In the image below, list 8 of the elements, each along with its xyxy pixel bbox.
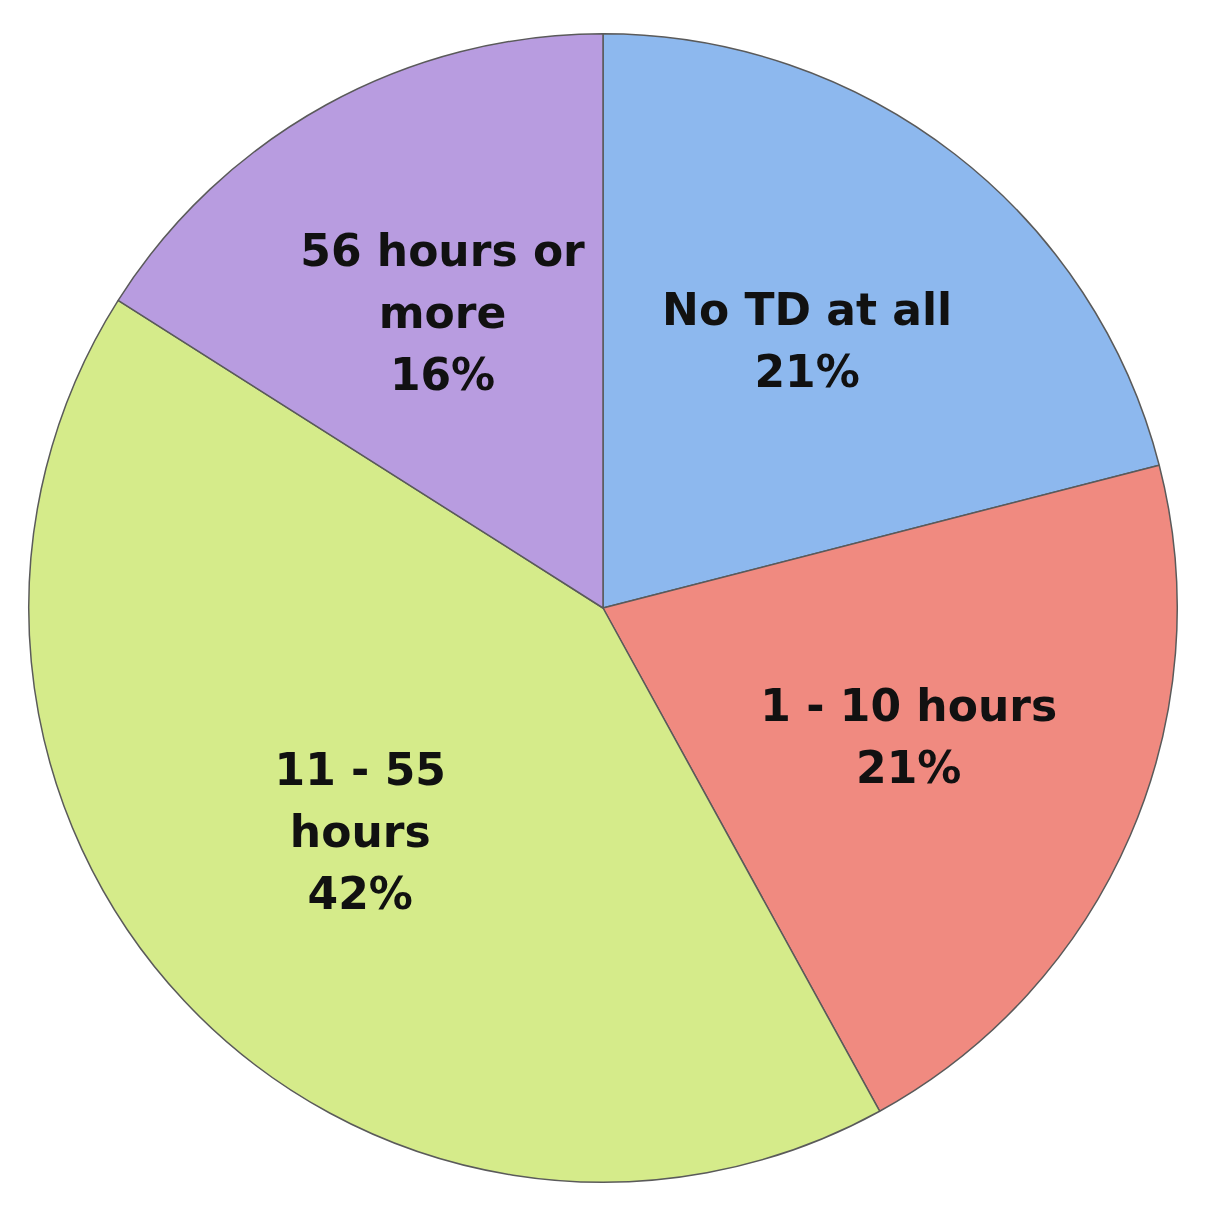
slice-label: 1 - 10 hours	[760, 679, 1058, 731]
data-label: 42%	[307, 868, 413, 920]
slice-label: No TD at all	[662, 284, 953, 336]
data-label: 16%	[389, 348, 496, 400]
slice-label: 11 - 55 hours	[274, 744, 446, 858]
data-label: 21%	[856, 741, 962, 793]
data-label: 21%	[754, 346, 860, 398]
slice-label: 56 hours or more	[300, 224, 586, 338]
